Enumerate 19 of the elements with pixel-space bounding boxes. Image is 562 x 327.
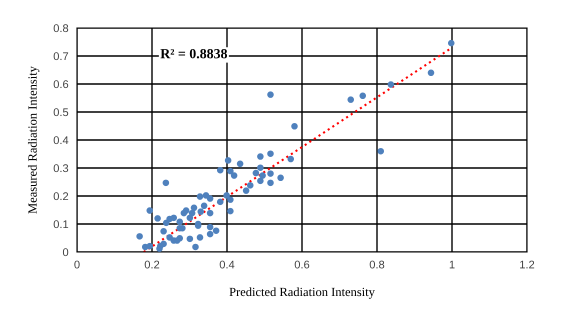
y-tick-label: 0.2 [54, 192, 68, 200]
x-tick-label: 1 [450, 260, 455, 268]
x-tick-label: 0.8 [370, 260, 384, 268]
annotation: R² = 0.8838 [160, 48, 228, 58]
y-tick-label: 0.5 [54, 108, 68, 116]
y-tick-label: 0 [62, 248, 68, 256]
y-tick-label: 0.3 [54, 164, 68, 172]
y-tick-label: 0.8 [54, 24, 68, 32]
x-tick-label: 0 [74, 260, 80, 268]
y-tick-label: 0.4 [54, 136, 68, 144]
x-axis-title: Predicted Radiation Intensity [229, 287, 375, 299]
x-tick-label: 0.2 [144, 260, 160, 268]
y-tick-label: 0.6 [54, 80, 68, 88]
x-tick-label: 0.4 [220, 260, 234, 268]
y-tick-label: 0.7 [54, 52, 68, 60]
y-tick-label: 0.1 [54, 220, 68, 228]
x-tick-label: 1.2 [520, 260, 534, 268]
y-axis-title: Measured Radiation Intensity [28, 66, 40, 214]
x-tick-label: 0.6 [294, 260, 310, 268]
